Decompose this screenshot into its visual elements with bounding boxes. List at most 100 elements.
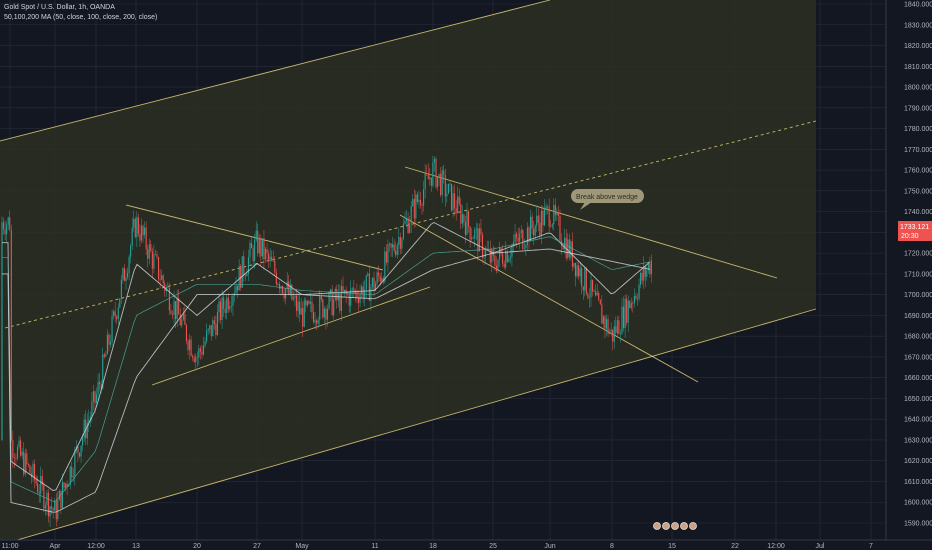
candle-body (650, 260, 652, 275)
candle-body (175, 301, 177, 320)
candle-body (286, 281, 288, 289)
event-marker[interactable] (662, 522, 670, 530)
price-tick-label: 1690.000 (904, 313, 932, 320)
candle-body (189, 339, 191, 350)
candle-body (198, 348, 200, 358)
candle-body (494, 255, 496, 266)
candle-body (472, 237, 474, 239)
event-marker[interactable] (680, 522, 688, 530)
candle-body (156, 254, 158, 258)
candle-body (598, 292, 600, 300)
candle-body (410, 206, 412, 224)
candle-body (618, 320, 620, 335)
candle-body (376, 272, 378, 284)
candle-body (4, 229, 6, 235)
candle-body (212, 320, 214, 337)
event-marker[interactable] (689, 522, 697, 530)
candle-body (122, 268, 124, 280)
time-tick-label: Jun (544, 543, 555, 550)
price-axis-bg (886, 0, 932, 550)
candle-body (285, 288, 287, 299)
candle-body (151, 251, 153, 269)
annotation-pointer (580, 202, 592, 210)
candle-body (266, 248, 268, 254)
time-tick-label: 11:00 (2, 543, 19, 550)
price-tick-label: 1750.000 (904, 188, 932, 195)
candle-body (576, 265, 578, 277)
candle-body (109, 342, 112, 345)
symbol-title[interactable]: Gold Spot / U.S. Dollar, 1h, OANDA (4, 4, 115, 11)
trendline (399, 214, 699, 383)
candle-body (137, 217, 139, 234)
candle-body (306, 300, 308, 306)
candle-body (314, 320, 316, 323)
candle-body (500, 247, 502, 254)
candle-body (481, 234, 484, 258)
candle-body (495, 265, 497, 272)
candle-body (615, 326, 617, 334)
candle-body (407, 218, 409, 233)
candle-body (579, 268, 581, 277)
candle-body (517, 237, 519, 242)
candle-body (71, 466, 73, 478)
candle-body (375, 283, 377, 291)
candle-body (621, 306, 623, 334)
time-axis[interactable]: 11:00 Apr 12:00 13 20 27 May 11 18 25 Jun 8 15 22 12:0… (0, 539, 932, 550)
event-markers[interactable] (653, 522, 697, 530)
candle-body (27, 464, 29, 466)
candle-body (13, 457, 15, 459)
candle-body (83, 419, 85, 438)
candle-body (288, 281, 290, 294)
candle-body (331, 289, 333, 316)
candle-body (573, 262, 575, 267)
candle-body (216, 312, 218, 335)
candle-body (502, 253, 504, 265)
candle-body (89, 416, 91, 420)
candle-body (192, 355, 194, 358)
candle-body (29, 465, 31, 474)
candle-body (147, 249, 149, 259)
candle-body (641, 272, 643, 281)
candle-body (550, 226, 552, 228)
candle-body (179, 314, 181, 326)
annotation-callout[interactable]: Break above wedge (571, 189, 644, 210)
candle-body (244, 275, 246, 277)
candle-body (289, 284, 291, 294)
candle-body (381, 278, 383, 282)
candle-body (181, 319, 183, 326)
candle-body (68, 485, 70, 487)
trendline (0, 308, 817, 546)
price-tick-label: 1810.000 (904, 64, 932, 71)
candle-body (571, 241, 573, 267)
price-tick-label: 1630.000 (904, 437, 932, 444)
indicator-title[interactable]: 50,100,200 MA (50, close, 100, close, 20… (4, 14, 158, 21)
candle-body (433, 158, 435, 163)
candle-body (592, 279, 594, 292)
candle-body (601, 304, 603, 324)
candle-body (418, 199, 420, 202)
event-marker[interactable] (653, 522, 661, 530)
candle-body (499, 247, 501, 260)
candle-body (134, 218, 136, 238)
price-axis[interactable]: 1840.000 1830.000 1820.000 1810.000 1800.000… (885, 0, 932, 550)
candle-body (140, 225, 143, 241)
candle-body (12, 440, 14, 458)
candle-body (520, 230, 522, 234)
candle-body (255, 230, 257, 240)
candle-body (554, 205, 556, 216)
candle-body (449, 183, 451, 185)
candle-body (485, 248, 487, 257)
candle-body (542, 210, 544, 226)
candle-body (585, 267, 587, 294)
candle-body (190, 339, 192, 356)
candle-body (483, 256, 485, 258)
candle-body (463, 214, 465, 223)
candle-body (161, 275, 163, 280)
current-price-countdown: 20:30 (901, 233, 919, 240)
candle-body (627, 300, 629, 323)
event-marker[interactable] (671, 522, 679, 530)
candle-body (390, 243, 392, 248)
time-tick-label: 18 (429, 543, 437, 550)
candle-body (120, 279, 122, 299)
